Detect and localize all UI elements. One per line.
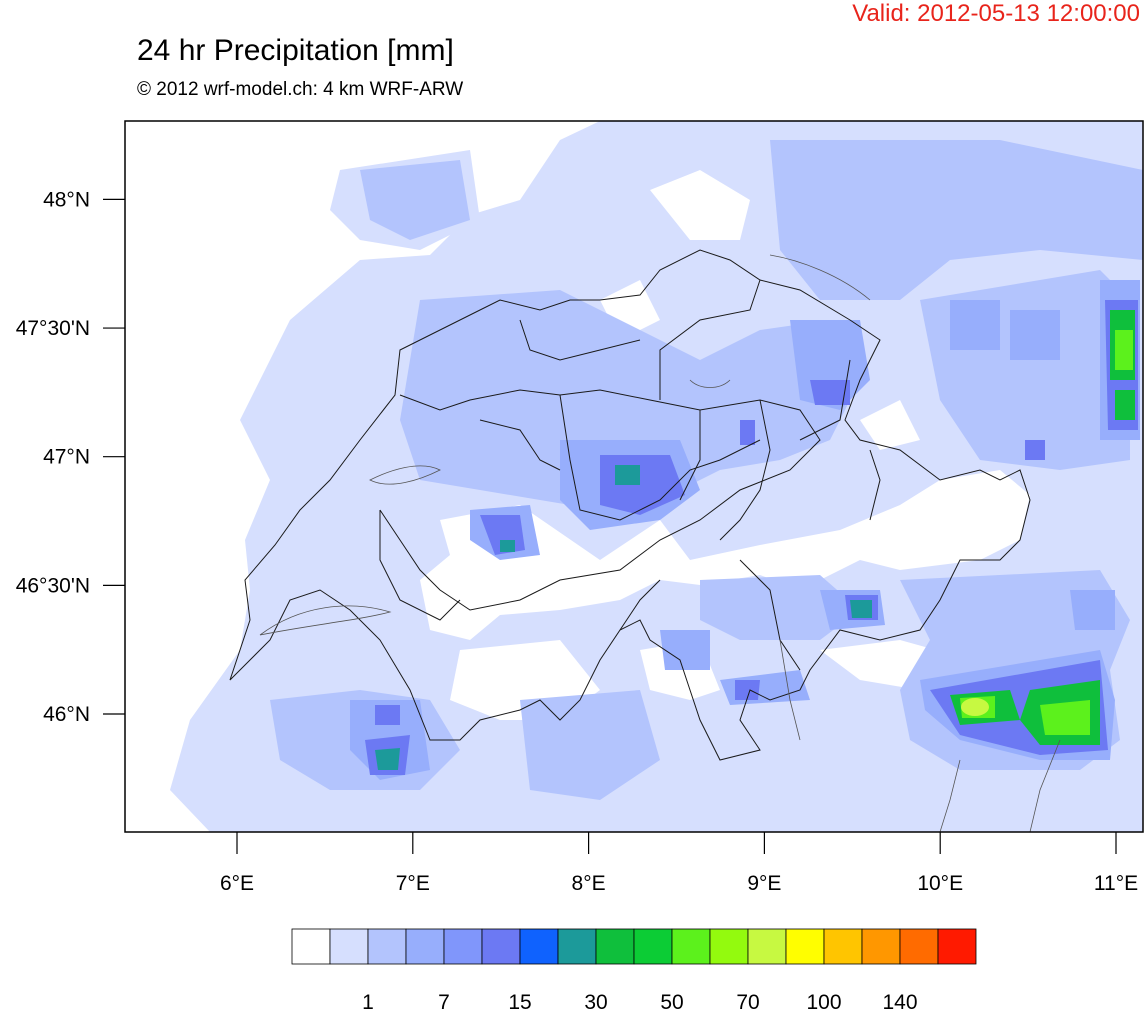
colorbar-swatch bbox=[899, 928, 939, 965]
lon-tick-label: 9°E bbox=[747, 872, 781, 895]
map-title: 24 hr Precipitation [mm] bbox=[137, 34, 454, 67]
longitude-axis: 6°E 7°E 8°E 9°E 10°E 11°E bbox=[220, 832, 1138, 895]
precipitation-field bbox=[125, 121, 1143, 832]
colorbar-swatch bbox=[329, 928, 369, 965]
colorbar-swatch bbox=[709, 928, 749, 965]
colorbar-swatch bbox=[671, 928, 711, 965]
colorbar-swatch bbox=[861, 928, 901, 965]
valid-time: Valid: 2012-05-13 12:00:00 bbox=[852, 0, 1140, 27]
colorbar-label: 100 bbox=[806, 991, 841, 1011]
colorbar-swatch bbox=[823, 928, 863, 965]
colorbar-label: 30 bbox=[584, 991, 607, 1011]
colorbar-label: 15 bbox=[508, 991, 531, 1011]
colorbar-label: 1 bbox=[362, 991, 374, 1011]
colorbar-swatch bbox=[519, 928, 559, 965]
colorbar-label: 140 bbox=[882, 991, 917, 1011]
latitude-axis: 48°N 47°30'N 47°N 46°30'N 46°N bbox=[16, 188, 125, 726]
lat-tick-label: 46°N bbox=[43, 703, 90, 726]
lon-tick-label: 7°E bbox=[396, 872, 430, 895]
precip-level-12 bbox=[961, 698, 989, 716]
lon-tick-label: 10°E bbox=[917, 872, 963, 895]
colorbar-swatch bbox=[443, 928, 483, 965]
colorbar-swatch bbox=[937, 928, 977, 965]
map-subtitle: © 2012 wrf-model.ch: 4 km WRF-ARW bbox=[137, 79, 464, 100]
lat-tick-label: 47°N bbox=[43, 446, 90, 469]
plot-frame bbox=[124, 120, 1144, 833]
colorbar-swatch bbox=[747, 928, 787, 965]
lat-tick-label: 46°30'N bbox=[16, 574, 90, 597]
colorbar-swatch bbox=[557, 928, 597, 965]
lon-tick-label: 11°E bbox=[1094, 872, 1138, 895]
colorbar-swatch bbox=[291, 928, 331, 965]
lakes-rivers bbox=[259, 254, 1061, 832]
colorbar: 1 7 15 30 50 70 100 140 bbox=[291, 928, 977, 1011]
lon-tick-label: 6°E bbox=[220, 872, 254, 895]
lon-tick-label: 8°E bbox=[572, 872, 606, 895]
colorbar-swatch bbox=[481, 928, 521, 965]
colorbar-label: 50 bbox=[660, 991, 683, 1011]
lat-tick-label: 47°30'N bbox=[16, 317, 90, 340]
colorbar-swatch bbox=[367, 928, 407, 965]
colorbar-label: 70 bbox=[736, 991, 759, 1011]
colorbar-swatch bbox=[785, 928, 825, 965]
precip-level-7 bbox=[375, 465, 872, 770]
lat-tick-label: 48°N bbox=[43, 188, 90, 211]
country-borders bbox=[229, 249, 1031, 761]
colorbar-swatch bbox=[405, 928, 445, 965]
colorbar-swatch bbox=[595, 928, 635, 965]
colorbar-swatch bbox=[633, 928, 673, 965]
colorbar-label: 7 bbox=[438, 991, 450, 1011]
